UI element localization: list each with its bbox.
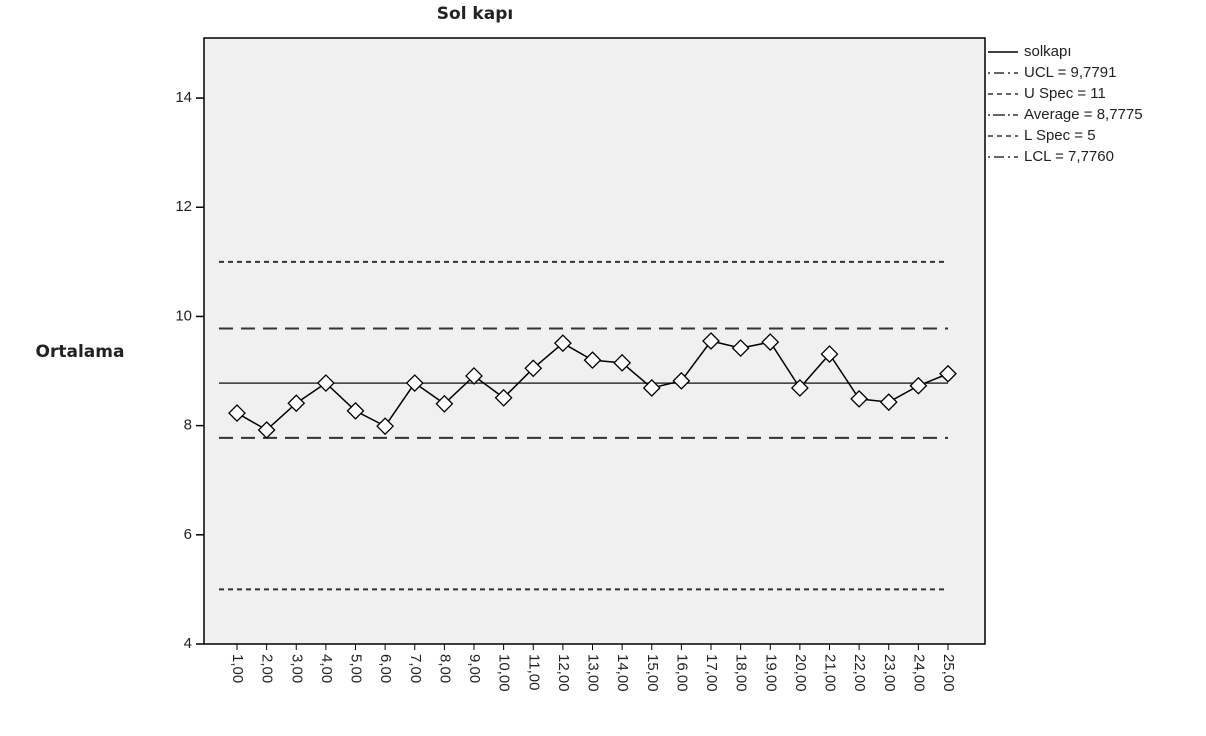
y-tick-label: 4	[184, 635, 192, 652]
data-marker	[524, 359, 543, 378]
x-tick-label: 25,00	[940, 654, 957, 692]
x-tick-label: 3,00	[288, 654, 305, 683]
data-marker	[435, 394, 454, 413]
x-tick-label: 9,00	[466, 654, 483, 683]
x-tick-label: 18,00	[733, 654, 750, 692]
data-marker	[465, 367, 483, 385]
x-tick-label: 4,00	[318, 654, 335, 683]
data-marker	[583, 351, 602, 370]
x-tick-label: 20,00	[792, 654, 809, 692]
data-marker	[761, 333, 780, 352]
y-tick-label: 10	[175, 307, 192, 324]
y-tick-label: 14	[175, 89, 192, 106]
data-marker	[731, 339, 750, 358]
data-marker	[879, 393, 898, 412]
legend-label: Average = 8,7775	[1024, 106, 1143, 123]
x-tick-label: 12,00	[555, 654, 572, 692]
x-tick-label: 11,00	[525, 654, 542, 690]
data-marker	[405, 374, 424, 392]
data-marker	[228, 404, 246, 422]
x-tick-label: 16,00	[673, 654, 690, 692]
x-tick-label: 6,00	[377, 654, 394, 683]
data-marker	[820, 345, 839, 364]
y-tick-label: 8	[184, 417, 192, 434]
legend-label: UCL = 9,7791	[1024, 64, 1116, 81]
x-tick-label: 5,00	[348, 654, 365, 683]
x-tick-label: 15,00	[644, 654, 661, 692]
data-marker	[316, 374, 335, 392]
data-marker	[939, 364, 957, 383]
data-marker	[672, 371, 691, 390]
data-marker	[376, 417, 395, 436]
data-marker	[642, 379, 661, 397]
x-tick-label: 19,00	[762, 654, 779, 692]
data-marker	[613, 353, 632, 372]
x-tick-label: 23,00	[881, 654, 898, 692]
data-marker	[850, 389, 869, 408]
legend-label: U Spec = 11	[1024, 85, 1106, 102]
x-tick-label: 24,00	[910, 654, 927, 692]
x-tick-label: 21,00	[822, 654, 839, 692]
data-marker	[257, 421, 276, 439]
data-marker	[553, 334, 572, 353]
x-tick-label: 2,00	[259, 654, 276, 683]
x-tick-label: 10,00	[496, 654, 513, 692]
x-tick-label: 1,00	[229, 654, 246, 683]
x-tick-label: 13,00	[585, 654, 602, 692]
chart-title: Sol kapı	[437, 4, 513, 24]
data-marker	[790, 379, 809, 397]
legend-label: solkapı	[1024, 43, 1072, 60]
y-axis-label: Ortalama	[36, 342, 125, 362]
legend-label: L Spec = 5	[1024, 127, 1096, 144]
x-tick-label: 7,00	[407, 654, 424, 683]
x-tick-label: 22,00	[851, 654, 868, 692]
legend-label: LCL = 7,7760	[1024, 148, 1114, 165]
data-marker	[346, 401, 365, 420]
x-tick-label: 17,00	[703, 654, 720, 692]
y-tick-label: 12	[175, 198, 192, 215]
x-tick-label: 8,00	[436, 654, 453, 683]
data-marker	[702, 332, 720, 350]
data-marker	[494, 388, 513, 407]
data-marker	[909, 376, 928, 395]
x-tick-label: 14,00	[614, 654, 631, 692]
y-tick-label: 6	[184, 526, 192, 543]
data-marker	[287, 394, 306, 413]
plot-area	[203, 37, 986, 645]
